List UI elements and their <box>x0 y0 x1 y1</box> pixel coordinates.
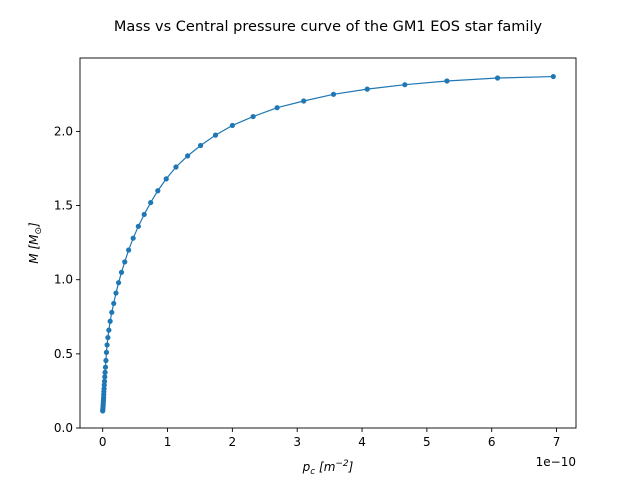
y-tick-label: 0.0 <box>54 421 73 435</box>
y-axis-ticks: 0.0 0.5 1.0 1.5 2.0 <box>54 124 80 435</box>
data-point <box>148 199 154 206</box>
data-point <box>102 374 108 380</box>
series-line-group <box>102 75 554 412</box>
data-point <box>185 153 191 159</box>
data-point <box>198 142 204 149</box>
y-tick-label: 1.0 <box>54 273 73 287</box>
y-tick-label: 0.5 <box>54 347 73 361</box>
y-axis-label-unit-sub: ⊙ <box>34 227 44 235</box>
x-axis-scale-label: 1e−10 <box>536 455 576 469</box>
y-tick-label: 2.0 <box>54 124 73 138</box>
x-tick-label: 5 <box>423 435 431 449</box>
x-axis-label-unit-exp: −2 <box>335 459 349 469</box>
data-point <box>103 357 109 364</box>
data-point <box>107 318 113 324</box>
data-point <box>113 290 119 296</box>
x-axis-label-unit-close: ] <box>348 460 354 474</box>
data-point <box>250 113 256 120</box>
y-axis-label-unit-open: [M <box>27 234 41 253</box>
data-point <box>122 259 128 265</box>
data-point <box>135 223 141 229</box>
x-axis-label-main: p <box>302 460 311 474</box>
x-tick-label: 6 <box>488 435 496 449</box>
series-line <box>102 75 554 412</box>
x-axis-label-unit-open: [m <box>315 460 335 474</box>
data-point <box>330 91 337 97</box>
x-axis-ticks: 0 1 2 3 4 5 6 7 <box>99 428 560 449</box>
x-tick-label: 1 <box>164 435 172 449</box>
data-point <box>155 188 161 194</box>
x-tick-label: 2 <box>229 435 237 449</box>
y-tick-label: 1.5 <box>54 199 73 213</box>
x-axis-label: pc [m−2] <box>302 459 354 477</box>
x-tick-label: 3 <box>293 435 301 449</box>
data-point <box>111 300 117 307</box>
data-point <box>173 164 179 170</box>
data-point <box>402 82 408 88</box>
y-axis-label-unit-close: ] <box>27 222 41 228</box>
data-point <box>102 369 108 375</box>
data-point <box>101 378 108 384</box>
series-markers-group <box>100 73 556 414</box>
data-point <box>141 211 147 218</box>
x-tick-label: 0 <box>99 435 107 449</box>
data-point <box>118 269 125 275</box>
data-point <box>103 349 110 355</box>
data-point <box>101 386 107 392</box>
data-point <box>115 280 122 286</box>
data-point <box>163 176 169 182</box>
data-point <box>102 364 109 370</box>
data-point <box>494 75 501 81</box>
y-axis-label: M [M⊙] <box>27 222 44 264</box>
data-point <box>104 342 110 348</box>
data-point <box>105 334 111 341</box>
data-point <box>364 86 370 92</box>
data-point <box>444 78 450 84</box>
data-point <box>109 309 115 315</box>
y-axis-label-main: M <box>27 253 41 264</box>
data-point <box>101 382 107 388</box>
data-point <box>126 247 132 253</box>
data-point <box>106 327 112 333</box>
axes-frame <box>79 57 577 429</box>
data-point <box>550 73 556 80</box>
x-tick-label: 4 <box>358 435 366 449</box>
chart-title: Mass vs Central pressure curve of the GM… <box>114 19 543 35</box>
data-point <box>130 235 136 241</box>
x-tick-label: 7 <box>553 435 561 449</box>
data-point <box>274 105 280 111</box>
data-point <box>212 132 219 138</box>
data-point <box>229 122 235 129</box>
x-axis-label-sub: c <box>310 467 315 477</box>
data-point <box>301 98 307 104</box>
